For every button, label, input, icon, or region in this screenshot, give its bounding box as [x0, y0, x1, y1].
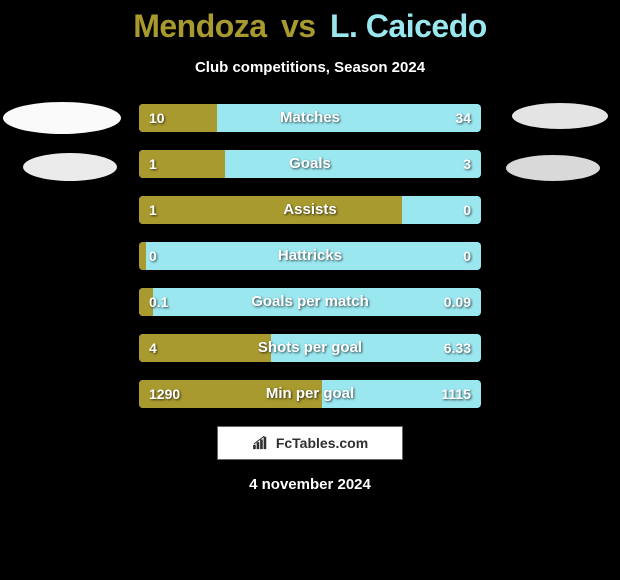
stat-label: Hattricks — [139, 242, 481, 270]
stat-row: 1Goals3 — [139, 150, 481, 178]
date-text: 4 november 2024 — [0, 476, 620, 493]
stat-value-right: 0.09 — [444, 288, 471, 316]
title-vs: vs — [281, 8, 316, 44]
chart-icon — [252, 436, 270, 450]
stat-row: 4Shots per goal6.33 — [139, 334, 481, 362]
stat-row: 1290Min per goal1115 — [139, 380, 481, 408]
decor-ellipse-left-1 — [3, 102, 121, 134]
attribution-text: FcTables.com — [276, 435, 368, 451]
stat-label: Matches — [139, 104, 481, 132]
stat-row: 0Hattricks0 — [139, 242, 481, 270]
player-right-name: L. Caicedo — [330, 8, 487, 44]
stat-label: Shots per goal — [139, 334, 481, 362]
stat-value-right: 34 — [455, 104, 471, 132]
stat-value-right: 6.33 — [444, 334, 471, 362]
decor-ellipse-left-2 — [23, 153, 117, 181]
stat-label: Goals per match — [139, 288, 481, 316]
attribution-box: FcTables.com — [217, 426, 403, 460]
decor-ellipse-right-1 — [512, 103, 608, 129]
player-left-name: Mendoza — [133, 8, 266, 44]
subtitle: Club competitions, Season 2024 — [0, 59, 620, 76]
stat-row: 0.1Goals per match0.09 — [139, 288, 481, 316]
decor-ellipse-right-2 — [506, 155, 600, 181]
stat-label: Min per goal — [139, 380, 481, 408]
chart-area: 10Matches341Goals31Assists00Hattricks00.… — [0, 104, 620, 408]
stat-label: Goals — [139, 150, 481, 178]
stat-row: 1Assists0 — [139, 196, 481, 224]
stat-bars: 10Matches341Goals31Assists00Hattricks00.… — [139, 104, 481, 408]
stat-value-right: 1115 — [441, 380, 471, 408]
stat-value-right: 0 — [463, 196, 471, 224]
comparison-title: Mendoza vs L. Caicedo — [0, 0, 620, 45]
stat-value-right: 0 — [463, 242, 471, 270]
stat-row: 10Matches34 — [139, 104, 481, 132]
stat-label: Assists — [139, 196, 481, 224]
stat-value-right: 3 — [463, 150, 471, 178]
